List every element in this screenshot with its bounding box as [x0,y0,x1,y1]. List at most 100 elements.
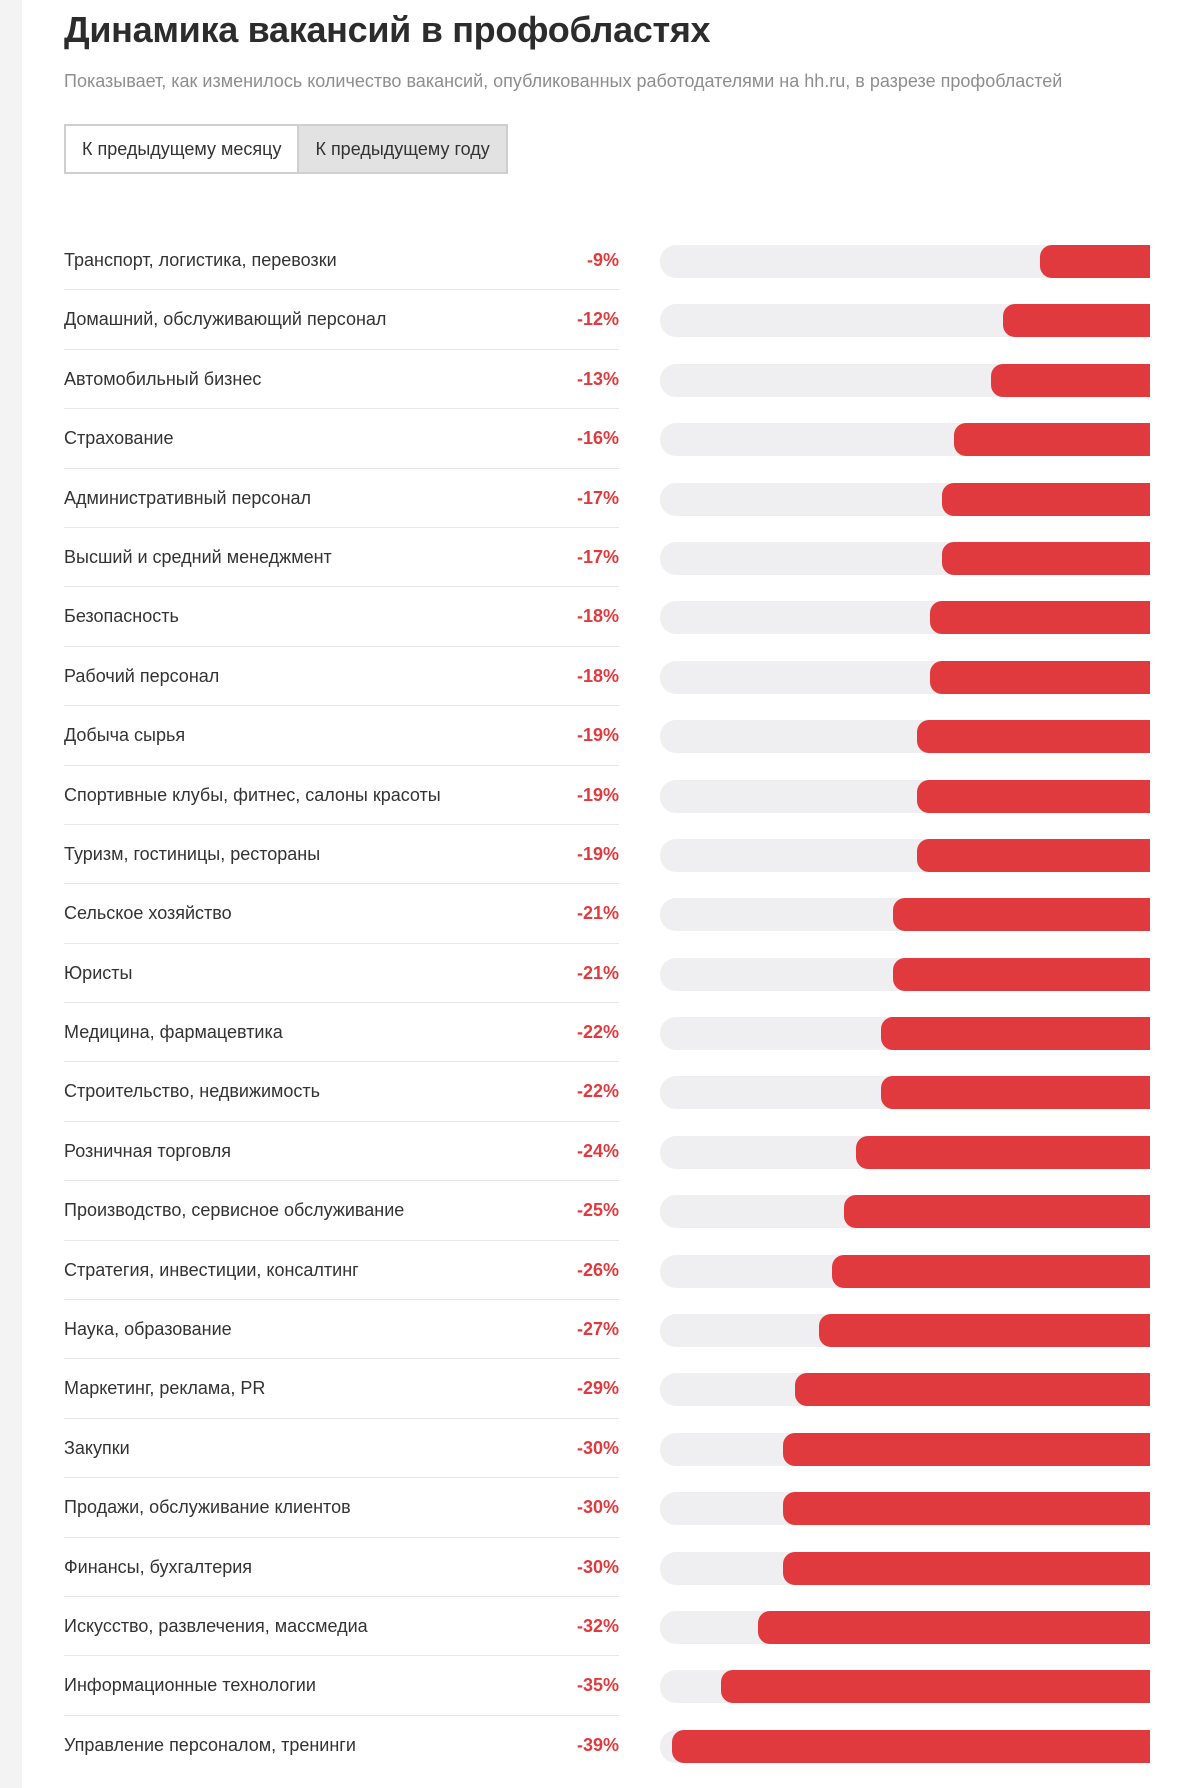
bar [917,838,1150,872]
value-label: -21% [576,903,619,924]
bar [990,363,1150,397]
bar [856,1135,1150,1169]
bar-track [660,660,1150,694]
bar-track [660,1729,1150,1763]
bar [941,541,1150,575]
chart-row: Сельское хозяйство -21% [64,884,1150,944]
row-divider [64,1299,619,1301]
value-label: -18% [576,606,619,627]
bar [954,423,1150,457]
chart-row: Информационные технологии -35% [64,1656,1150,1716]
chart-row: Наука, образование -27% [64,1300,1150,1360]
row-divider [64,1595,619,1597]
value-label: -22% [576,1022,619,1043]
bar [782,1551,1150,1585]
chart-row: Розничная торговля -24% [64,1122,1150,1182]
row-divider [64,1239,619,1241]
category-label: Маркетинг, реклама, PR [64,1378,266,1399]
category-label: Информационные технологии [64,1675,316,1696]
bar-track [660,1610,1150,1644]
value-label: -24% [576,1140,619,1161]
bar [843,1195,1150,1229]
bar-track [660,1432,1150,1466]
row-divider [64,883,619,885]
row-divider [64,1655,619,1657]
bar [794,1373,1150,1407]
category-label: Безопасность [64,606,179,627]
bar [819,1314,1150,1348]
chart-row: Производство, сервисное обслуживание -25% [64,1181,1150,1241]
bar-track [660,838,1150,872]
value-label: -19% [576,725,619,746]
category-label: Искусство, развлечения, массмедиа [64,1615,368,1636]
bar-track [660,1492,1150,1526]
bar [721,1670,1150,1704]
row-divider [64,1536,619,1538]
bar-track [660,779,1150,813]
chart-row: Строительство, недвижимость -22% [64,1062,1150,1122]
chart-row: Финансы, бухгалтерия -30% [64,1538,1150,1597]
category-label: Сельское хозяйство [64,903,232,924]
row-divider [64,1061,619,1063]
bar [929,601,1150,635]
chart-row: Административный персонал -17% [64,469,1150,528]
category-label: Производство, сервисное обслуживание [64,1200,405,1221]
category-label: Высший и средний менеджмент [64,546,332,567]
value-label: -32% [576,1615,619,1636]
value-label: -13% [576,368,619,389]
bar-track [660,304,1150,338]
value-label: -39% [576,1734,619,1755]
row-divider [64,1477,619,1479]
category-label: Закупки [64,1437,130,1458]
bar [672,1729,1150,1763]
category-label: Розничная торговля [64,1140,231,1161]
value-label: -30% [576,1556,619,1577]
row-divider [64,586,619,588]
value-label: -21% [576,962,619,983]
bar-track [660,1135,1150,1169]
bar-track [660,423,1150,457]
category-label: Наука, образование [64,1319,232,1340]
bar-track [660,541,1150,575]
chart-row: Юристы -21% [64,944,1150,1004]
bar [782,1432,1150,1466]
category-label: Юристы [64,962,133,983]
value-label: -19% [576,784,619,805]
value-label: -35% [576,1675,619,1696]
category-label: Управление персоналом, тренинги [64,1734,356,1755]
row-divider [64,526,619,528]
chart-row: Управление персоналом, тренинги -39% [64,1716,1150,1775]
category-label: Административный персонал [64,487,312,508]
chart-row: Спортивные клубы, фитнес, салоны красоты… [64,766,1150,825]
page-subtitle: Показывает, как изменилось количество ва… [64,71,1063,91]
category-label: Транспорт, логистика, перевозки [64,250,337,270]
toggle-prev-month[interactable]: К предыдущему месяцу [66,126,298,172]
value-label: -19% [576,843,619,864]
value-label: -17% [576,546,619,567]
bar [880,1017,1150,1051]
bar [880,1076,1150,1110]
category-label: Страхование [64,428,174,449]
row-divider [64,1358,619,1360]
chart-row: Транспорт, логистика, перевозки -9% [64,231,1150,291]
bar-track [660,245,1150,278]
category-label: Рабочий персонал [64,665,220,686]
value-label: -12% [576,309,619,330]
category-label: Продажи, обслуживание клиентов [64,1497,351,1518]
bar-track [660,1551,1150,1585]
row-divider [64,823,619,825]
chart-row: Безопасность -18% [64,587,1150,647]
row-divider [64,764,619,766]
period-toggle: К предыдущему месяцу К предыдущему году [64,124,508,174]
value-label: -30% [576,1437,619,1458]
category-label: Туризм, гостиницы, рестораны [64,843,321,864]
row-divider [64,289,619,291]
chart-row: Автомобильный бизнес -13% [64,350,1150,410]
bar-track [660,1254,1150,1288]
toggle-prev-year[interactable]: К предыдущему году [297,126,506,172]
bar [1039,245,1150,278]
chart-row: Маркетинг, реклама, PR -29% [64,1359,1150,1419]
value-label: -9% [586,250,619,270]
value-label: -25% [576,1200,619,1221]
bar [917,720,1150,754]
